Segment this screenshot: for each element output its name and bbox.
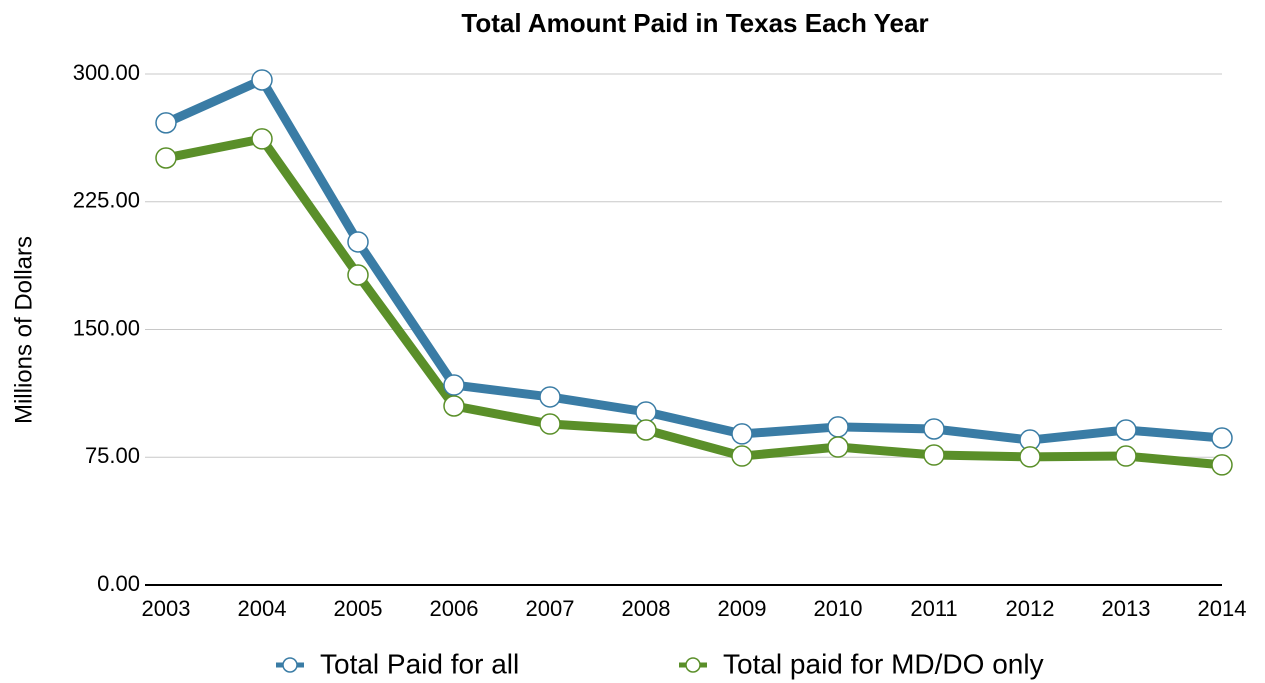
point-marker [347,231,369,253]
x-tick-label: 2004 [238,596,287,621]
point-marker [731,445,753,467]
x-tick-label: 2008 [622,596,671,621]
x-tick-label: 2006 [430,596,479,621]
legend-marker [685,657,701,673]
point-marker [1115,445,1137,467]
x-tick-label: 2007 [526,596,575,621]
legend-label: Total Paid for all [320,648,519,679]
point-marker [923,444,945,466]
point-marker [155,112,177,134]
point-marker [731,423,753,445]
x-tick-label: 2013 [1102,596,1151,621]
x-tick-label: 2011 [910,596,957,621]
point-marker [155,147,177,169]
x-tick-label: 2012 [1006,596,1055,621]
y-tick-label: 300.00 [73,60,140,85]
point-marker [251,128,273,150]
y-tick-label: 75.00 [85,443,140,468]
point-marker [1211,427,1233,449]
point-marker [443,374,465,396]
point-marker [1211,454,1233,476]
point-marker [443,395,465,417]
y-axis-label: Millions of Dollars [10,236,37,424]
legend-label: Total paid for MD/DO only [723,648,1044,679]
y-tick-label: 225.00 [73,188,140,213]
x-tick-label: 2009 [718,596,767,621]
point-marker [347,264,369,286]
point-marker [827,416,849,438]
x-tick-label: 2005 [334,596,383,621]
point-marker [539,386,561,408]
point-marker [635,419,657,441]
chart-title: Total Amount Paid in Texas Each Year [461,8,928,38]
point-marker [539,413,561,435]
y-tick-label: 150.00 [73,315,140,340]
legend-marker [282,657,298,673]
point-marker [827,436,849,458]
point-marker [635,401,657,423]
series-line [164,75,1223,445]
point-marker [923,418,945,440]
x-tick-label: 2003 [142,596,191,621]
x-tick-label: 2014 [1198,596,1247,621]
point-marker [251,69,273,91]
point-marker [1115,419,1137,441]
series-line [165,134,1223,470]
x-tick-label: 2010 [814,596,863,621]
y-tick-label: 0.00 [97,571,140,596]
point-marker [1019,446,1041,468]
